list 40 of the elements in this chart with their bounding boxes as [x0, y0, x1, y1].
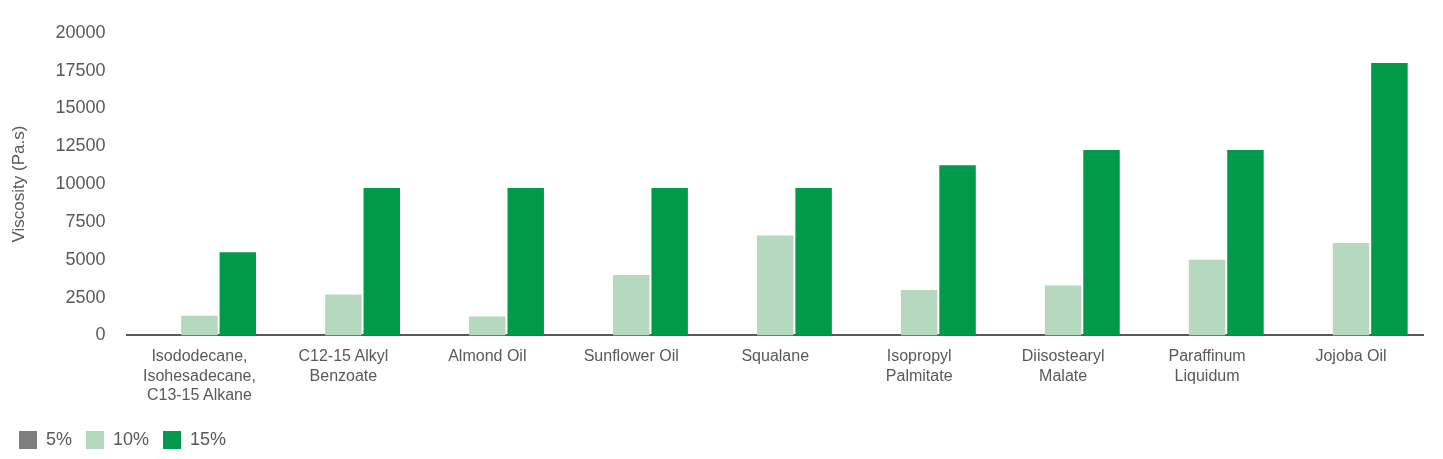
bar: [1083, 150, 1120, 336]
legend-label: 5%: [46, 428, 73, 449]
bar: [1227, 150, 1264, 336]
y-tick-label: 12500: [55, 135, 106, 156]
bar: [1188, 259, 1226, 336]
y-tick-label: 15000: [55, 97, 106, 118]
x-tick-label: Isododecane, Isohesadecane, C13-15 Alkane: [142, 347, 256, 403]
y-tick-label: 7500: [65, 210, 106, 231]
bar: [613, 274, 650, 336]
y-axis-title: Viscosity (Pa.s): [8, 125, 28, 243]
x-tick-label: Sunflower Oil: [583, 347, 679, 365]
x-tick-label: Diisostearyl Malate: [1021, 347, 1105, 384]
bar: [1044, 285, 1082, 336]
x-tick-label: Paraffinum Liquidum: [1168, 347, 1246, 384]
x-tick-label: Squalane: [741, 347, 810, 365]
legend-label: 15%: [190, 428, 227, 449]
x-tick-label: C12-15 Alkyl Benzoate: [298, 347, 389, 384]
x-tick-label: Jojoba Oil: [1315, 347, 1387, 365]
bar: [219, 252, 257, 336]
bar: [363, 187, 400, 336]
y-tick-label: 5000: [65, 248, 106, 269]
bar: [900, 290, 938, 336]
bar: [507, 187, 544, 336]
y-tick-label: 10000: [55, 173, 106, 194]
bar: [756, 235, 794, 336]
bar: [651, 187, 688, 336]
x-tick-label: Almond Oil: [448, 347, 527, 365]
bar: [795, 187, 832, 336]
y-tick-label: 17500: [55, 59, 106, 80]
bar: [325, 294, 362, 336]
x-tick-label: Isopropyl Palmitate: [885, 347, 953, 384]
bar: [939, 165, 976, 336]
legend-label: 10%: [113, 428, 150, 449]
bar: [181, 315, 218, 336]
bar: [469, 316, 506, 336]
bar: [1332, 243, 1370, 336]
bar: [1371, 63, 1408, 336]
y-tick-label: 20000: [55, 21, 106, 42]
y-tick-label: 2500: [65, 286, 106, 307]
y-tick-label: 0: [95, 324, 106, 345]
